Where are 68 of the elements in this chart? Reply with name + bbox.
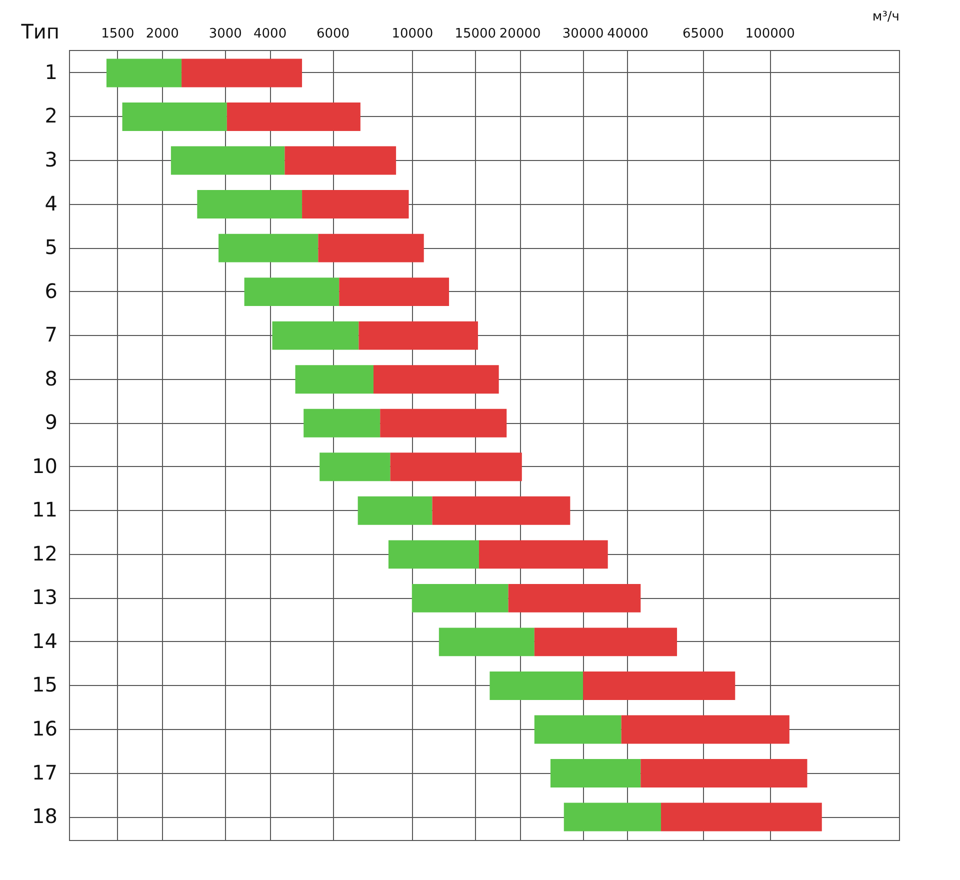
y-tick-label: 17 <box>32 760 58 784</box>
y-tick-label: 2 <box>44 104 58 128</box>
bar <box>244 278 340 306</box>
bar <box>374 365 499 394</box>
y-tick-label: 14 <box>32 628 58 653</box>
bar <box>358 496 432 525</box>
x-tick-label: 2000 <box>146 26 179 42</box>
bar <box>534 628 678 656</box>
x-tick-label: 1500 <box>101 26 134 42</box>
bar <box>380 408 507 438</box>
x-tick-label: 100000 <box>745 26 795 42</box>
bar <box>272 321 359 350</box>
bar <box>621 715 790 744</box>
bar <box>304 408 380 438</box>
y-tick-label: 6 <box>44 278 58 303</box>
y-tick-label: 18 <box>32 804 58 828</box>
y-tick-label: 7 <box>44 322 58 347</box>
bar <box>218 234 318 262</box>
bar <box>660 802 822 832</box>
bar <box>432 496 570 525</box>
bar <box>564 802 661 832</box>
y-tick-label: 12 <box>32 541 58 566</box>
x-tick-label: 20000 <box>499 26 541 42</box>
bar <box>122 102 227 131</box>
y-tick-label: 10 <box>32 454 58 478</box>
bar <box>478 540 608 569</box>
x-tick-label: 4000 <box>254 26 287 42</box>
y-tick-label: 15 <box>32 672 58 697</box>
bar <box>320 452 390 482</box>
y-tick-label: 3 <box>44 148 58 172</box>
y-axis-title: Тип <box>20 20 60 44</box>
y-tick-label: 8 <box>44 366 58 390</box>
bar <box>226 102 360 131</box>
x-axis-title: м³/ч <box>872 10 900 24</box>
bar <box>358 321 478 350</box>
bar <box>302 190 409 219</box>
x-tick-label: 40000 <box>607 26 648 42</box>
y-tick-label: 5 <box>44 235 58 260</box>
bar <box>182 58 302 88</box>
bar <box>339 278 450 306</box>
y-tick-label: 13 <box>32 585 58 610</box>
bar <box>197 190 302 219</box>
y-tick-label: 9 <box>44 410 58 434</box>
bar <box>640 759 808 788</box>
x-tick-label: 3000 <box>208 26 242 42</box>
bar <box>508 584 641 612</box>
bar <box>390 452 522 482</box>
y-tick-label: 4 <box>44 191 58 216</box>
x-tick-label: 6000 <box>316 26 350 42</box>
bar <box>284 146 396 175</box>
bar <box>388 540 479 569</box>
bar <box>490 671 584 700</box>
bar <box>170 146 285 175</box>
bar <box>438 628 534 656</box>
bar <box>295 365 374 394</box>
y-tick-label: 1 <box>44 60 58 84</box>
bar <box>318 234 424 262</box>
x-tick-label: 10000 <box>392 26 434 42</box>
bar <box>583 671 736 700</box>
x-tick-label: 15000 <box>454 26 496 42</box>
y-tick-label: 16 <box>32 716 58 740</box>
x-tick-label: 65000 <box>682 26 724 42</box>
bar <box>412 584 508 612</box>
x-tick-label: 30000 <box>562 26 604 42</box>
bar <box>534 715 622 744</box>
bar <box>550 759 641 788</box>
bar <box>106 58 182 88</box>
y-tick-label: 11 <box>32 498 58 522</box>
